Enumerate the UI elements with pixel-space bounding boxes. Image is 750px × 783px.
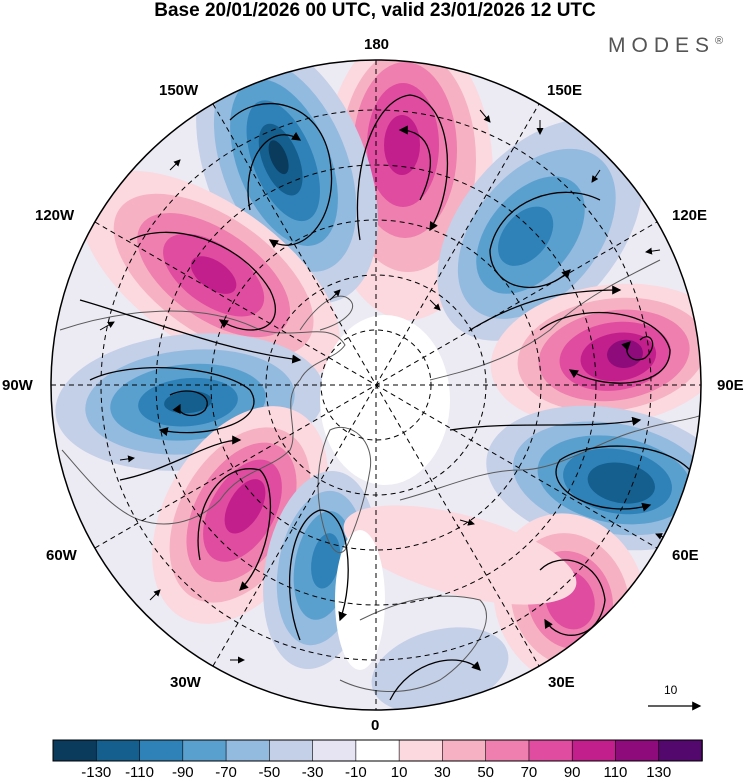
anomaly-lobe-130e: [437, 119, 643, 341]
lon-label-150w: 150W: [159, 82, 199, 99]
colorbar-tick-label: -110: [125, 764, 154, 781]
colorbar-cell: [139, 739, 184, 762]
streamlines: [79, 94, 691, 701]
colorbar-tick-label: 30: [434, 764, 451, 781]
wind-vector: [429, 299, 441, 311]
colorbar-tick-label: 130: [646, 764, 672, 781]
coast-alaska: [299, 295, 353, 331]
lon-label-180: 180: [364, 36, 390, 53]
coastlines: [59, 259, 701, 692]
anomaly-europe-band: [343, 505, 577, 605]
lon-label-30w: 30W: [170, 674, 201, 691]
chart-title: Base 20/01/2026 00 UTC, valid 23/01/2026…: [154, 0, 596, 21]
stream-8: [621, 336, 654, 361]
colorbar-cell: [485, 739, 530, 762]
colorbar-tick-label: -50: [258, 764, 281, 781]
colorbar-tick-label: -90: [171, 764, 194, 781]
stream-5: [489, 191, 601, 289]
lon-label-60e: 60E: [672, 547, 699, 564]
brand-registered-mark: ®: [715, 35, 724, 47]
colorbar-frame: [52, 739, 703, 762]
colorbar-cell: [312, 739, 357, 762]
colorbar-cell: [95, 739, 141, 762]
wind-vector: [479, 109, 491, 123]
anomaly-lobe-75e: [486, 405, 701, 551]
wind-vector: [99, 321, 115, 331]
stream-18: [449, 416, 642, 431]
graticule: [51, 60, 701, 710]
colorbar-cell: [355, 739, 400, 762]
wind-vector: [119, 455, 135, 463]
lon-label-120w: 120W: [35, 207, 75, 224]
wind-vector: [329, 289, 341, 301]
wind-vector: [645, 247, 661, 255]
wind-vector: [169, 159, 181, 171]
modes-logo: MODES®: [608, 34, 723, 58]
stream-19: [119, 435, 242, 481]
wind-vector: [459, 518, 475, 526]
colorbar-cell: [52, 739, 98, 762]
stream-16: [79, 299, 302, 364]
colorbar-tick-label: 110: [603, 764, 628, 781]
anomaly-lobe-10e: [371, 627, 509, 710]
colorbar-cell: [182, 739, 227, 762]
wind-vector: [149, 589, 161, 601]
stream-17: [469, 285, 622, 331]
colorbar-tick-label: -10: [345, 764, 367, 781]
lon-label-150e: 150E: [547, 82, 583, 99]
anomaly-lobe-90e: [490, 283, 701, 427]
stream-1: [229, 103, 333, 249]
latitude-circle-40: [100, 109, 652, 661]
stream-4: [398, 125, 432, 201]
coast-greenland: [317, 426, 372, 553]
colorbar-tick-label: -30: [301, 764, 324, 781]
colorbar-cell: [398, 739, 444, 762]
stream-2: [247, 131, 302, 211]
anomaly-lobe-120w: [80, 170, 340, 380]
colorbar-cell: [571, 739, 617, 762]
stream-13: [289, 509, 349, 641]
coast-siberia: [429, 259, 661, 381]
coast-europe: [339, 595, 487, 692]
lon-label-60w: 60W: [46, 547, 77, 564]
colorbar-cell: [269, 739, 314, 762]
stream-15: [389, 659, 481, 701]
stream-12: [197, 468, 272, 591]
coast-north-america: [59, 310, 346, 525]
colorbar-cell: [225, 739, 271, 762]
brand-name: MODES: [608, 34, 716, 57]
colorbar-cell: [442, 739, 487, 762]
anomaly-lobe-180: [323, 60, 493, 320]
colorbar-tick-label: 70: [520, 764, 538, 781]
vector-reference-label: 10: [664, 683, 678, 697]
stream-11: [555, 445, 691, 512]
colorbar-cell: [528, 739, 574, 762]
lon-label-30e: 30E: [548, 674, 575, 691]
colorbar-tick-label: 10: [390, 764, 408, 781]
stream-14: [539, 559, 606, 636]
stream-6: [129, 231, 276, 331]
colorbar-tick-label: 50: [477, 764, 494, 781]
lon-label-120e: 120E: [672, 207, 708, 224]
meridian-150: [212, 103, 540, 667]
stream-9: [89, 367, 255, 436]
lon-label-90w: 90W: [2, 377, 33, 394]
colorbar-cell: [658, 739, 703, 762]
colorbar-tick-label: 90: [563, 764, 581, 781]
colorbar-tick-label: -130: [81, 764, 112, 781]
stream-10: [169, 390, 208, 417]
wind-vector: [591, 169, 601, 183]
map-boundary: [50, 59, 702, 711]
stream-3: [356, 94, 448, 241]
lon-label-90e: 90E: [717, 377, 744, 394]
coast-eurasia: [399, 409, 701, 501]
lon-label-0: 0: [371, 717, 380, 734]
stream-7: [539, 312, 671, 384]
colorbar-cell: [615, 739, 660, 762]
colorbar-tick-label: -70: [215, 764, 237, 781]
